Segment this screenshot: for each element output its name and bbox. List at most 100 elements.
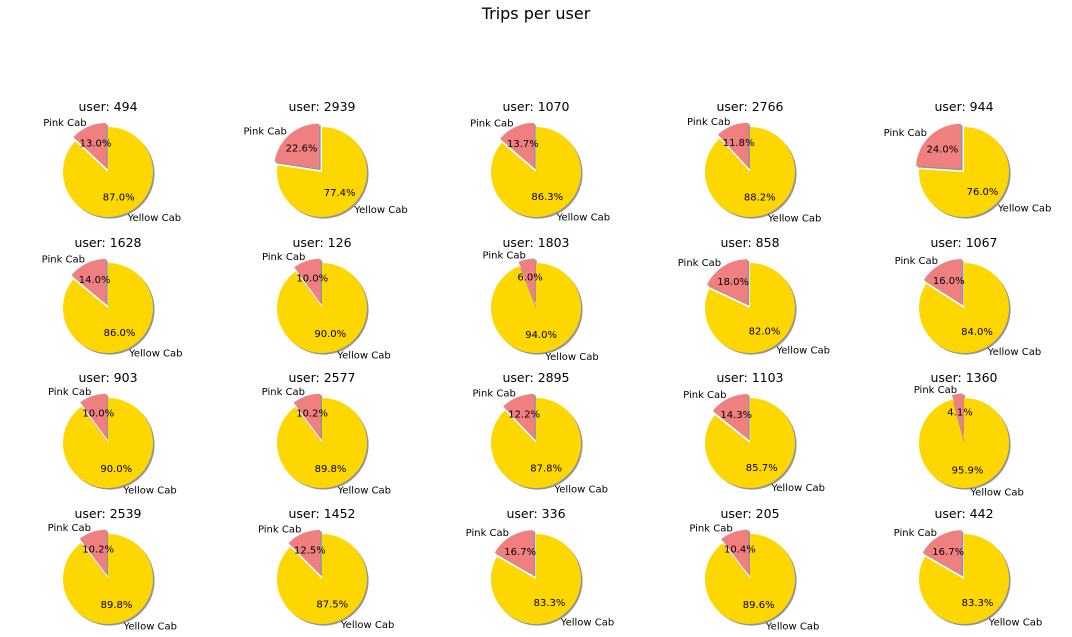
wedge-yellow-cab xyxy=(63,127,154,217)
category-label: Pink Cab xyxy=(472,388,515,399)
pie-user-336: Pink Cab 16.7% Yellow Cab 83.3% user: 336 xyxy=(466,506,615,628)
wedge-pink-cab xyxy=(503,393,535,439)
category-label: Yellow Cab xyxy=(554,484,608,495)
wedge-yellow-cab xyxy=(276,263,367,353)
wedge-pink-cab xyxy=(294,258,321,304)
percent-label: 10.2% xyxy=(82,545,114,556)
percent-label: 10.0% xyxy=(82,409,114,420)
wedge-pink-cab xyxy=(951,393,964,439)
wedge-yellow-cab xyxy=(62,534,153,624)
percent-label: 10.0% xyxy=(296,274,328,285)
wedge-yellow-cab xyxy=(490,534,581,624)
category-label: Pink Cab xyxy=(678,258,721,269)
wedge-yellow-cab xyxy=(276,534,367,624)
pie-title: user: 336 xyxy=(506,506,565,521)
wedge-yellow-cab xyxy=(918,534,1009,624)
percent-label: 10.4% xyxy=(724,545,756,556)
pie-title: user: 2539 xyxy=(74,506,141,521)
wedge-pink-cab xyxy=(274,123,320,169)
pie-title: user: 858 xyxy=(720,235,779,250)
category-label: Pink Cab xyxy=(48,387,91,398)
wedge-yellow-cab xyxy=(704,127,795,217)
percent-label: 14.0% xyxy=(79,275,111,286)
wedge-yellow-cab xyxy=(63,263,154,354)
wedge-yellow-cab xyxy=(491,398,582,488)
percent-label: 89.8% xyxy=(101,600,133,611)
pie-user-1067: Pink Cab 16.0% Yellow Cab 84.0% user: 1067 xyxy=(895,235,1042,358)
category-label: Yellow Cab xyxy=(127,213,181,224)
percent-label: 6.0% xyxy=(517,273,542,284)
percent-label: 4.1% xyxy=(947,407,972,418)
wedge-yellow-cab xyxy=(276,398,367,488)
category-label: Pink Cab xyxy=(243,127,286,138)
pie-title: user: 442 xyxy=(934,506,993,521)
pie-title: user: 1452 xyxy=(288,506,355,521)
wedge-yellow-cab xyxy=(704,263,795,353)
pie-user-2577: Pink Cab 10.2% Yellow Cab 89.8% user: 2577 xyxy=(262,370,391,497)
percent-label: 18.0% xyxy=(717,277,749,288)
category-label: Yellow Cab xyxy=(128,348,182,359)
percent-label: 83.3% xyxy=(962,598,994,609)
category-label: Pink Cab xyxy=(895,256,938,267)
category-label: Pink Cab xyxy=(43,118,86,129)
pie-user-494: Pink Cab 13.0% Yellow Cab 87.0% user: 494 xyxy=(43,99,181,224)
pie-user-205: Pink Cab 10.4% Yellow Cab 89.6% user: 205 xyxy=(689,506,819,632)
category-label: Pink Cab xyxy=(470,118,513,129)
pie-title: user: 2895 xyxy=(502,370,569,385)
pie-title: user: 1070 xyxy=(502,99,569,114)
wedge-yellow-cab xyxy=(490,263,581,354)
category-label: Pink Cab xyxy=(689,523,732,534)
wedge-yellow-cab xyxy=(919,263,1010,354)
pie-title: user: 1360 xyxy=(930,370,997,385)
pie-title: user: 2766 xyxy=(716,99,783,114)
category-label: Yellow Cab xyxy=(997,204,1051,215)
wedge-pink-cab xyxy=(721,529,749,575)
percent-label: 10.2% xyxy=(296,409,328,420)
wedge-pink-cab xyxy=(80,393,107,439)
wedge-yellow-cab xyxy=(62,398,153,488)
percent-label: 13.0% xyxy=(80,139,112,150)
wedge-pink-cab xyxy=(706,259,748,305)
wedge-yellow-cab xyxy=(704,534,795,624)
wedge-pink-cab xyxy=(500,122,535,168)
wedge-pink-cab xyxy=(923,259,962,305)
category-label: Yellow Cab xyxy=(336,351,390,362)
pie-user-1360: Pink Cab 4.1% Yellow Cab 95.9% user: 1360 xyxy=(914,370,1024,499)
pie-user-2766: Pink Cab 11.8% Yellow Cab 88.2% user: 2766 xyxy=(687,99,821,225)
percent-label: 86.3% xyxy=(531,192,563,203)
category-label: Yellow Cab xyxy=(353,205,407,216)
percent-label: 86.0% xyxy=(104,328,136,339)
wedge-pink-cab xyxy=(712,393,749,439)
category-label: Pink Cab xyxy=(262,387,305,398)
percent-label: 22.6% xyxy=(286,144,318,155)
pie-user-903: Pink Cab 10.0% Yellow Cab 90.0% user: 903 xyxy=(48,370,177,497)
category-label: Pink Cab xyxy=(42,255,85,266)
percent-label: 77.4% xyxy=(324,188,356,199)
category-label: Pink Cab xyxy=(687,117,730,128)
percent-label: 14.3% xyxy=(720,410,752,421)
percent-label: 16.7% xyxy=(504,547,536,558)
wedge-pink-cab xyxy=(494,530,534,576)
percent-label: 83.3% xyxy=(534,598,566,609)
pie-title: user: 205 xyxy=(720,506,779,521)
percent-label: 16.7% xyxy=(932,547,964,558)
percent-label: 24.0% xyxy=(927,145,959,156)
pie-user-442: Pink Cab 16.7% Yellow Cab 83.3% user: 442 xyxy=(894,506,1043,628)
percent-label: 82.0% xyxy=(749,326,781,337)
percent-label: 90.0% xyxy=(100,464,132,475)
percent-label: 11.8% xyxy=(723,138,755,149)
category-label: Pink Cab xyxy=(884,128,927,139)
wedge-yellow-cab xyxy=(918,398,1009,489)
percent-label: 85.7% xyxy=(746,463,778,474)
pie-title: user: 126 xyxy=(292,235,351,250)
pie-user-1070: Pink Cab 13.7% Yellow Cab 86.3% user: 1070 xyxy=(470,99,610,224)
category-label: Yellow Cab xyxy=(776,345,830,356)
percent-label: 13.7% xyxy=(507,139,539,150)
pie-title: user: 494 xyxy=(78,99,137,114)
wedge-pink-cab xyxy=(71,258,107,304)
wedge-pink-cab xyxy=(73,122,107,168)
category-label: Yellow Cab xyxy=(123,622,177,633)
